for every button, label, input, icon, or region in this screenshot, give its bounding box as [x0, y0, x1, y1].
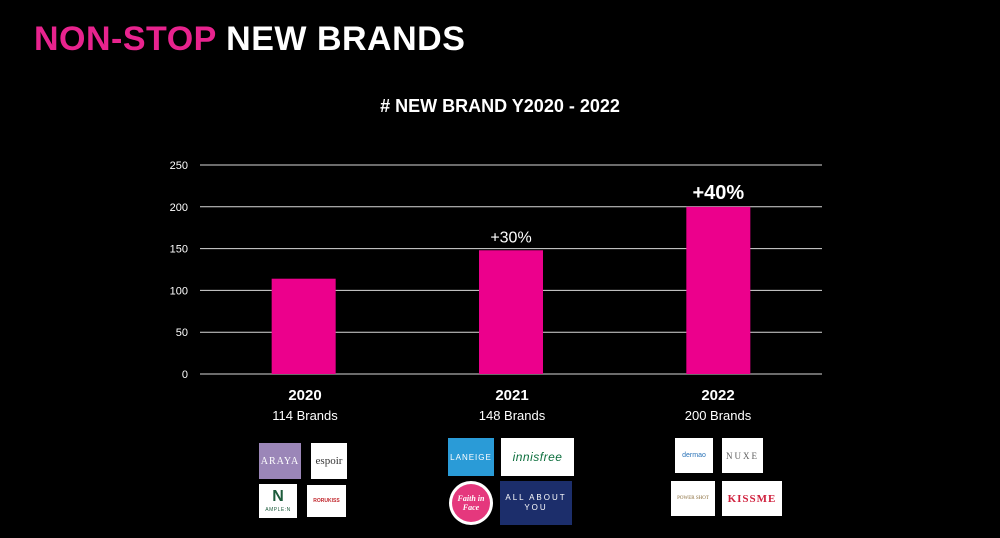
year-label-2020: 2020 114 Brands: [225, 387, 385, 423]
heading-rest: NEW BRANDS: [226, 20, 466, 58]
innisfree-logo: innisfree: [501, 438, 574, 476]
category-label: 2022: [701, 387, 735, 404]
year-label-2022: 2022 200 Brands: [638, 387, 798, 423]
category-label: 2021: [495, 387, 529, 404]
category-label: 2020: [288, 387, 322, 404]
rorukiss-logo: RORUKISS: [307, 485, 346, 517]
amplen-logo-text: AMPLE:N: [265, 507, 291, 513]
espoir-logo: espoir: [311, 443, 347, 479]
bar-2022: [686, 206, 751, 374]
amplen-mark-icon: N: [272, 488, 284, 505]
brand-count-label: 148 Brands: [478, 408, 546, 423]
bar-2020: [271, 278, 336, 374]
faith-in-face-logo-text: Faith in Face: [452, 484, 490, 522]
power-shot-logo: POWER SHOT: [671, 481, 715, 516]
all-about-you-logo: ALL ABOUT YOU: [500, 481, 572, 525]
chart-title: # NEW BRAND Y2020 - 2022: [380, 96, 620, 116]
brand-count-label: 114 Brands: [272, 408, 338, 423]
laneige-logo: LANEIGE: [448, 438, 494, 476]
page-heading: NON-STOP NEW BRANDS: [34, 20, 465, 59]
y-tick-label: 200: [170, 202, 188, 214]
bar-2021: [479, 250, 543, 374]
growth-label: +30%: [490, 229, 531, 246]
year-label-2021: 2021 148 Brands: [432, 387, 592, 423]
y-tick-label: 0: [182, 369, 188, 381]
faith-in-face-logo: Faith in Face: [449, 481, 493, 525]
y-tick-label: 100: [170, 285, 188, 297]
araya-logo: ARAYA: [259, 443, 301, 479]
dermao-logo: dermao: [675, 438, 713, 473]
heading-accent: NON-STOP: [34, 20, 217, 58]
amplen-logo: N AMPLE:N: [259, 484, 297, 518]
nuxe-logo: NUXE: [722, 438, 763, 473]
brand-count-label: 200 Brands: [684, 408, 752, 423]
kissme-logo: KISSME: [722, 481, 782, 516]
y-tick-label: 250: [170, 160, 188, 172]
y-tick-label: 50: [176, 327, 188, 339]
growth-label: +40%: [692, 182, 744, 204]
y-tick-label: 150: [170, 244, 188, 256]
